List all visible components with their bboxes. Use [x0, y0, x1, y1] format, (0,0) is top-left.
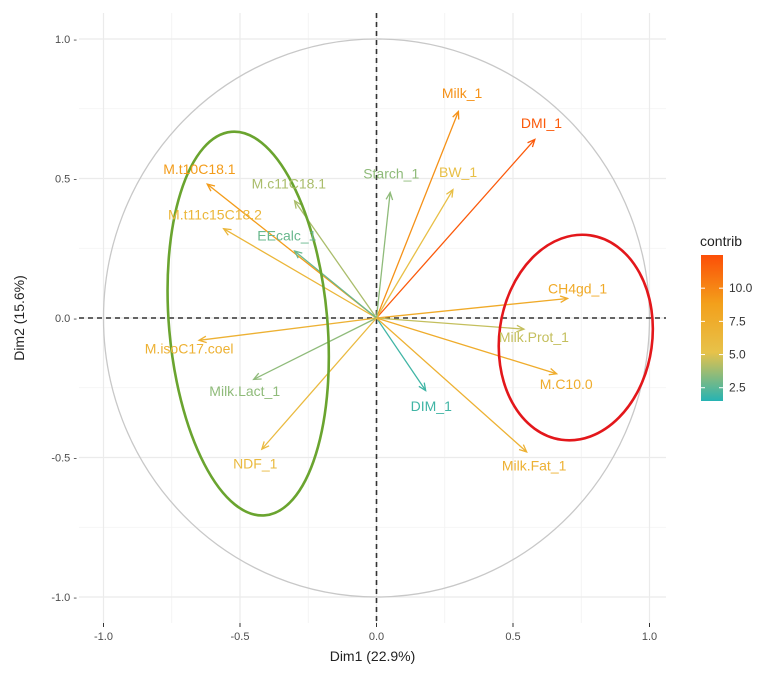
arrow-head — [260, 441, 270, 451]
arrow-head — [205, 183, 216, 192]
arrow-head — [197, 335, 207, 344]
variable-label: Starch_1 — [363, 166, 419, 182]
x-tick-label: -0.5 — [231, 631, 250, 643]
arrow-line — [376, 317, 557, 375]
arrow-head — [559, 295, 570, 304]
highlight-ellipses — [166, 130, 655, 517]
variable-label: M.c11C18.1 — [252, 176, 327, 192]
variable-label: Milk.Fat_1 — [502, 458, 567, 474]
variable-label: M.t11c15C18.2 — [168, 207, 262, 223]
arrow-line — [375, 317, 427, 391]
variable-label: EEcalc_1 — [257, 228, 316, 244]
variable-label: DMI_1 — [521, 115, 562, 131]
arrow-head — [418, 382, 427, 392]
arrow-line — [375, 192, 391, 319]
arrow-head — [252, 372, 262, 381]
variable-label: Milk_1 — [442, 85, 483, 101]
y-tick-label: 0.5 - — [55, 174, 77, 186]
legend-tick-label: 7.5 — [729, 314, 746, 328]
variable-label: Milk.Lact_1 — [209, 383, 280, 399]
x-tick-label: -1.0 — [94, 631, 113, 643]
arrow-line — [375, 111, 460, 319]
legend-tick-label: 5.0 — [729, 348, 746, 362]
variable-label: M.C10.0 — [540, 376, 593, 392]
y-tick-label: -1.0 - — [51, 592, 77, 604]
y-tick-label: 1.0 - — [55, 34, 77, 46]
variable-label: M.t10C18.1 — [163, 161, 236, 177]
variable-label: CH4gd_1 — [548, 280, 607, 296]
arrow-head — [222, 227, 232, 236]
arrow-head — [293, 199, 302, 209]
y-axis-title: Dim2 (15.6%) — [11, 275, 27, 361]
arrow-line — [253, 317, 377, 380]
x-tick-label: 0.0 — [369, 631, 384, 643]
x-tick-label: 0.5 — [505, 631, 520, 643]
variable-label: Milk.Prot_1 — [499, 329, 569, 345]
arrow-head — [385, 190, 394, 201]
legend-title: contrib — [700, 233, 742, 249]
arrow-line — [294, 250, 377, 319]
arrow-head — [446, 188, 454, 198]
arrow-head — [548, 368, 559, 376]
arrow-head — [518, 444, 528, 453]
arrow-line — [376, 297, 568, 319]
arrow-line — [376, 317, 528, 453]
color-legend: contrib 2.5 5.0 7.5 10.0 — [700, 233, 753, 401]
arrow-head — [293, 250, 303, 259]
arrow-head — [516, 324, 526, 333]
variable-arrows — [197, 110, 570, 453]
arrow-line — [198, 317, 377, 341]
zero-lines — [79, 13, 666, 623]
arrow-head — [452, 110, 460, 120]
arrow-line — [376, 139, 536, 319]
variable-label: M.isoC17.coel — [145, 341, 234, 357]
highlight-ellipse — [497, 233, 655, 442]
y-tick-label: -0.5 - — [51, 453, 77, 465]
highlight-ellipse — [166, 130, 331, 517]
legend-tick-label: 10.0 — [729, 281, 753, 295]
legend-tick-label: 2.5 — [729, 381, 746, 395]
legend-colorbar — [701, 255, 723, 401]
x-tick-label: 1.0 — [642, 631, 657, 643]
axis-ticks: -1.0 -0.5 0.0 0.5 1.0 -1.0 - -0.5 - 0.0 - 0.5 - 1… — [51, 34, 657, 643]
variable-label: DIM_1 — [411, 398, 452, 414]
arrow-line — [261, 317, 377, 450]
arrow-line — [223, 228, 377, 319]
x-axis-title: Dim1 (22.9%) — [330, 648, 416, 664]
variable-label: BW_1 — [439, 164, 477, 180]
variable-labels: Milk_1 DMI_1 BW_1 Starch_1 M.t10C18.1 M.c11C1… — [145, 85, 608, 473]
arrow-line — [375, 189, 454, 319]
variable-label: NDF_1 — [233, 456, 278, 472]
arrow-head — [527, 138, 536, 148]
y-tick-label: 0.0 - — [55, 313, 77, 325]
